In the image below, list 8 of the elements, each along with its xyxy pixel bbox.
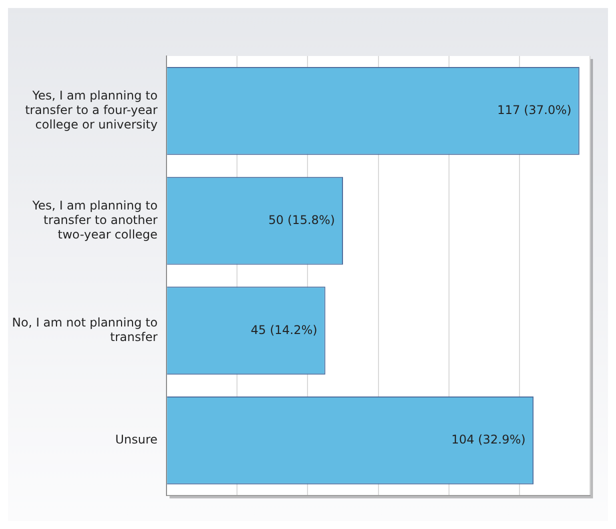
y-tick-label: Unsure: [115, 432, 158, 447]
data-label: 104 (32.9%): [451, 432, 526, 447]
data-label: 117 (37.0%): [497, 103, 572, 118]
data-label: 50 (15.8%): [268, 212, 335, 227]
data-label: 45 (14.2%): [250, 322, 318, 337]
y-tick-label: Yes, I am planning to transfer to another two-year college: [31, 198, 158, 242]
y-tick-label: No, I am not planning to transfer: [12, 316, 158, 344]
y-tick-label: Yes, I am planning to transfer to a four-year college or university: [25, 88, 158, 132]
